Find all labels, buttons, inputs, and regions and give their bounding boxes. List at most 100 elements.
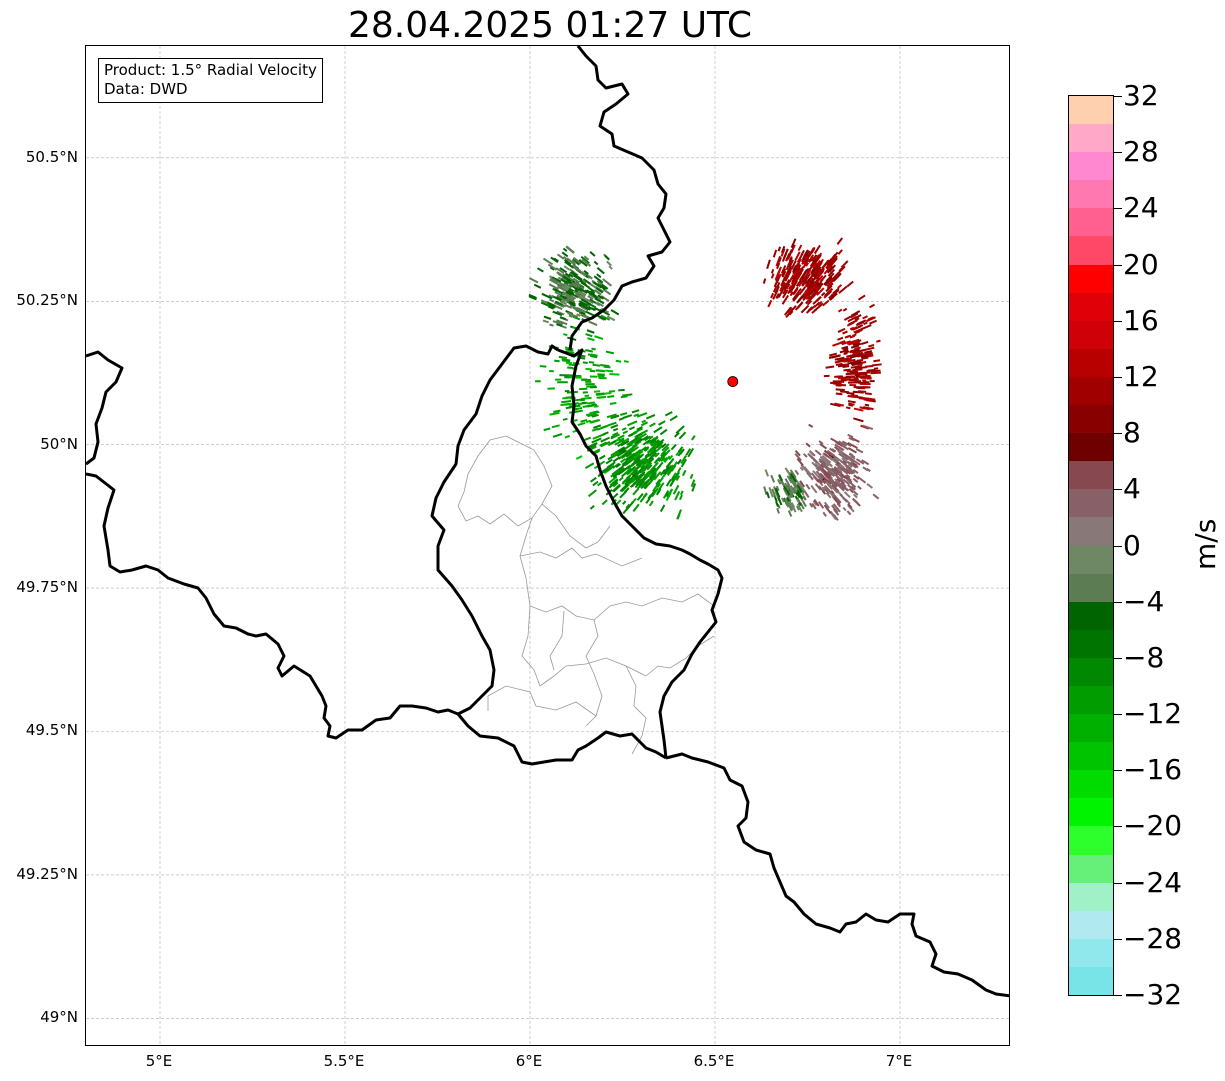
echo-gate <box>776 281 781 288</box>
echo-gate <box>612 481 619 488</box>
echo-gate <box>814 272 821 280</box>
echo-gate <box>848 488 855 494</box>
inbound-scatter-west <box>535 314 633 460</box>
echo-gate <box>623 360 629 363</box>
echo-gate <box>808 254 815 262</box>
echo-gate <box>623 487 630 494</box>
echo-gate <box>853 342 862 347</box>
echo-gate <box>848 481 857 489</box>
echo-gate <box>655 489 661 496</box>
echo-gate <box>621 427 627 431</box>
echo-gate <box>782 248 789 259</box>
colorbar-tick-label: −16 <box>1123 753 1183 787</box>
echo-gate <box>650 467 657 474</box>
echo-gate <box>789 485 797 495</box>
echo-gate <box>820 291 826 297</box>
echo-gate <box>536 267 544 273</box>
echo-gate <box>589 386 597 389</box>
colorbar-tick <box>1114 433 1122 435</box>
data-source-label: Data: DWD <box>104 80 188 98</box>
echo-gate <box>578 302 583 307</box>
echo-gate <box>585 419 592 424</box>
echo-gate <box>840 340 846 344</box>
echo-gate <box>663 455 671 464</box>
echo-gate <box>610 450 619 457</box>
echo-gate <box>608 421 617 427</box>
echo-gate <box>547 305 555 310</box>
echo-gate <box>559 294 568 300</box>
echo-gate <box>850 436 860 443</box>
echo-gate <box>565 245 575 254</box>
colorbar-segment <box>1069 489 1113 518</box>
echo-gate <box>839 493 848 503</box>
echo-gate <box>786 501 793 512</box>
echo-gate <box>770 292 775 299</box>
echo-gate <box>691 435 696 441</box>
echo-gate <box>840 390 850 394</box>
echo-gate <box>781 289 789 299</box>
echo-gate <box>589 375 598 378</box>
colorbar-tick-label: 32 <box>1123 79 1159 112</box>
echo-gate <box>801 268 809 278</box>
echo-gate <box>830 257 838 266</box>
echo-gate <box>790 473 798 483</box>
echo-gate <box>830 402 841 408</box>
echo-gate <box>776 293 781 299</box>
echo-gate <box>553 301 565 308</box>
echo-gate <box>610 424 619 429</box>
echo-gate <box>776 262 781 270</box>
echo-gate <box>649 435 654 440</box>
echo-gate <box>836 502 841 508</box>
echo-gate <box>606 413 617 419</box>
gridlines <box>86 46 1009 1045</box>
echo-gate <box>533 283 542 289</box>
echo-gate <box>823 374 830 378</box>
echo-gate <box>647 437 656 444</box>
echo-gate <box>834 380 845 383</box>
echo-gate <box>608 462 614 468</box>
echo-gate <box>564 376 570 379</box>
echo-gate <box>869 319 878 325</box>
radar-map[interactable] <box>86 46 1010 1046</box>
echo-gate <box>619 483 629 492</box>
echo-gate <box>822 259 830 268</box>
echo-gate <box>672 484 680 495</box>
colorbar-tick-label: 20 <box>1123 247 1159 281</box>
echo-gate <box>666 464 674 474</box>
echo-gate <box>645 414 656 420</box>
echo-gate <box>811 461 820 470</box>
echo-gate <box>836 265 846 275</box>
echo-gate <box>612 451 622 458</box>
echo-gate <box>823 504 832 514</box>
echo-gate <box>837 308 843 313</box>
echo-gate <box>796 498 800 504</box>
echo-gate <box>814 302 824 312</box>
map-panel[interactable]: Product: 1.5° Radial Velocity Data: DWD <box>85 45 1010 1046</box>
colorbar-tick <box>1114 264 1122 266</box>
echo-gate <box>564 435 571 439</box>
echo-gate <box>840 473 847 479</box>
echo-gate <box>869 303 876 309</box>
echo-gate <box>625 477 631 483</box>
echo-gate <box>594 289 602 296</box>
echo-gate <box>679 490 684 496</box>
echo-gate <box>596 395 604 399</box>
echo-gate <box>552 320 563 326</box>
echo-gate <box>789 490 794 497</box>
echo-gate <box>819 267 825 274</box>
echo-gate <box>641 435 649 441</box>
echo-gate <box>675 425 685 434</box>
echo-gate <box>609 401 617 406</box>
echo-gate <box>649 422 656 428</box>
product-info-box: Product: 1.5° Radial Velocity Data: DWD <box>98 58 323 103</box>
echo-gate <box>846 339 857 345</box>
echo-gate <box>821 486 827 492</box>
echo-gate <box>847 433 854 439</box>
echo-gate <box>597 294 605 300</box>
echo-gate <box>555 278 562 283</box>
echo-gate <box>595 392 604 396</box>
echo-gate <box>598 454 606 460</box>
echo-gate <box>843 350 850 354</box>
echo-gate <box>821 463 830 471</box>
echo-gate <box>795 267 800 273</box>
